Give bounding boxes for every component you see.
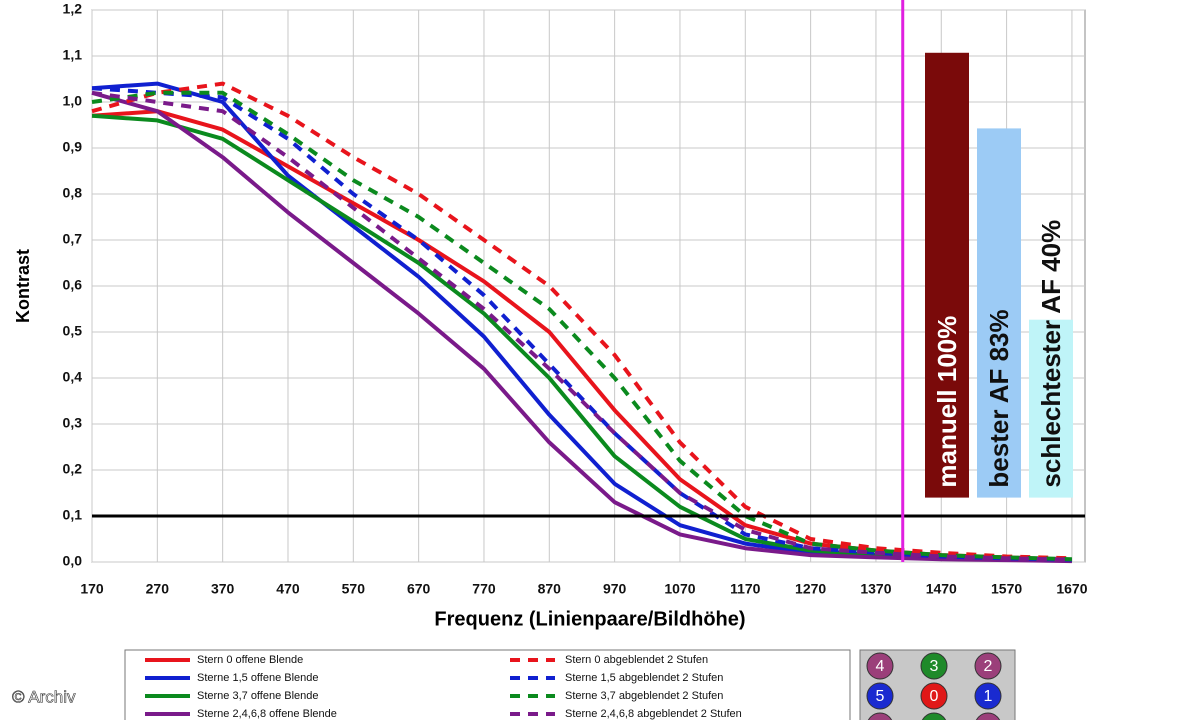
y-tick-label: 0,5 — [63, 323, 83, 339]
star-label: 2 — [984, 658, 993, 675]
af-bar-label: manuell 100% — [932, 316, 962, 488]
star-label: 1 — [984, 688, 993, 705]
star-circle — [974, 682, 1002, 710]
x-tick-label: 170 — [80, 581, 104, 597]
legend-label: Sterne 2,4,6,8 abgeblendet 2 Stufen — [565, 708, 742, 720]
af-bar — [977, 128, 1021, 498]
x-axis-label: Frequenz (Linienpaare/Bildhöhe) — [434, 608, 745, 630]
star-label: 4 — [876, 658, 885, 675]
y-tick-label: 0,4 — [63, 369, 83, 385]
star-label: 5 — [876, 688, 885, 705]
y-tick-label: 1,1 — [63, 47, 83, 63]
y-tick-label: 0,6 — [63, 277, 83, 293]
x-tick-label: 1170 — [730, 581, 761, 597]
legend-label: Sterne 1,5 abgeblendet 2 Stufen — [565, 672, 723, 684]
y-tick-label: 0,8 — [63, 185, 83, 201]
legend-label: Sterne 3,7 offene Blende — [197, 690, 319, 702]
x-tick-label: 1570 — [991, 581, 1022, 597]
legend-label: Stern 0 offene Blende — [197, 654, 303, 666]
af-bar — [925, 52, 969, 498]
y-tick-label: 0,9 — [63, 139, 83, 155]
credit: © Archiv — [12, 687, 76, 706]
star-circle — [920, 682, 948, 710]
x-tick-label: 770 — [472, 581, 496, 597]
x-tick-label: 870 — [538, 581, 562, 597]
y-tick-label: 0,1 — [63, 507, 83, 523]
series-line — [91, 81, 1072, 561]
x-tick-label: 1670 — [1056, 581, 1087, 597]
y-tick-label: 1,0 — [63, 93, 83, 109]
series-line — [91, 90, 1072, 562]
legend-label: Sterne 1,5 offene Blende — [197, 672, 319, 684]
x-tick-label: 270 — [146, 581, 170, 597]
x-tick-label: 1070 — [664, 581, 695, 597]
y-tick-label: 0,2 — [63, 461, 83, 477]
x-tick-label: 470 — [276, 581, 300, 597]
star-label: 0 — [930, 688, 939, 705]
star-circle — [866, 682, 894, 710]
star-circle — [974, 652, 1002, 680]
legend-label: Sterne 2,4,6,8 offene Blende — [197, 708, 337, 720]
x-tick-label: 370 — [211, 581, 235, 597]
legend-box — [124, 649, 851, 725]
y-axis-label: Kontrast — [13, 249, 33, 323]
af-bar-label: schlechtester AF 40% — [1036, 220, 1066, 488]
x-tick-label: 970 — [603, 581, 627, 597]
y-tick-label: 0,0 — [63, 553, 83, 569]
legend-label: Sterne 3,7 abgeblendet 2 Stufen — [565, 690, 723, 702]
star-circle — [920, 652, 948, 680]
x-tick-label: 1370 — [860, 581, 891, 597]
x-tick-label: 1470 — [926, 581, 957, 597]
af-bar — [1029, 319, 1073, 498]
series-line — [91, 90, 1072, 564]
star-label: 3 — [930, 658, 939, 675]
y-tick-label: 0,3 — [63, 415, 83, 431]
y-tick-label: 0,7 — [63, 231, 83, 247]
legend-label: Stern 0 abgeblendet 2 Stufen — [565, 654, 708, 666]
star-circle — [866, 652, 894, 680]
x-tick-label: 570 — [342, 581, 366, 597]
x-tick-label: 670 — [407, 581, 431, 597]
y-tick-label: 1,2 — [63, 1, 83, 17]
af-bar-label: bester AF 83% — [984, 309, 1014, 487]
x-tick-label: 1270 — [795, 581, 826, 597]
series-line — [91, 90, 1072, 562]
